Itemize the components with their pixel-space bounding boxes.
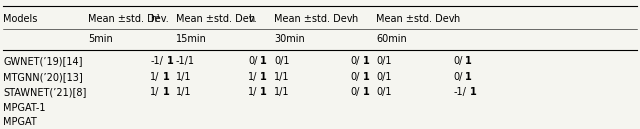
Text: 0/: 0/ — [453, 56, 463, 66]
Text: 1: 1 — [260, 56, 267, 66]
Text: 0/1: 0/1 — [376, 56, 392, 66]
Text: h¹: h¹ — [150, 14, 161, 24]
Text: 1: 1 — [260, 87, 267, 97]
Text: 0/: 0/ — [351, 72, 360, 82]
Text: Mean ±std. Dev.: Mean ±std. Dev. — [376, 14, 457, 24]
Text: 60min: 60min — [376, 34, 407, 44]
Text: Mean ±std. Dev.: Mean ±std. Dev. — [274, 14, 355, 24]
Text: 1: 1 — [363, 87, 369, 97]
Text: 1: 1 — [470, 87, 477, 97]
Text: 1/1: 1/1 — [274, 72, 289, 82]
Text: STAWNET(’21)[8]: STAWNET(’21)[8] — [3, 87, 86, 97]
Text: -1/: -1/ — [150, 56, 163, 66]
Text: 0/: 0/ — [248, 56, 258, 66]
Text: 1: 1 — [363, 72, 369, 82]
Text: Mean ±std. Dev.: Mean ±std. Dev. — [176, 14, 257, 24]
Text: 1/1: 1/1 — [176, 72, 191, 82]
Text: 1: 1 — [167, 56, 174, 66]
Text: 1/: 1/ — [150, 72, 160, 82]
Text: 1: 1 — [465, 56, 472, 66]
Text: 1/1: 1/1 — [176, 87, 191, 97]
Text: 5min: 5min — [88, 34, 113, 44]
Text: 0/1: 0/1 — [376, 72, 392, 82]
Text: h: h — [351, 14, 357, 24]
Text: -1/: -1/ — [453, 87, 466, 97]
Text: 1: 1 — [363, 56, 369, 66]
Text: -1/1: -1/1 — [176, 56, 195, 66]
Text: Mean ±std. Dev.: Mean ±std. Dev. — [88, 14, 169, 24]
Text: h: h — [248, 14, 255, 24]
Text: 1/1: 1/1 — [274, 87, 289, 97]
Text: 30min: 30min — [274, 34, 305, 44]
Text: 1: 1 — [465, 72, 472, 82]
Text: MPGAT: MPGAT — [3, 117, 37, 127]
Text: 1/: 1/ — [248, 72, 258, 82]
Text: MTGNN(’20)[13]: MTGNN(’20)[13] — [3, 72, 83, 82]
Text: 1: 1 — [163, 72, 169, 82]
Text: 0/: 0/ — [453, 72, 463, 82]
Text: 0/1: 0/1 — [376, 87, 392, 97]
Text: 0/1: 0/1 — [274, 56, 289, 66]
Text: 15min: 15min — [176, 34, 207, 44]
Text: 1/: 1/ — [150, 87, 160, 97]
Text: 1/: 1/ — [248, 87, 258, 97]
Text: Models: Models — [3, 14, 38, 24]
Text: 1: 1 — [163, 87, 169, 97]
Text: MPGAT-1: MPGAT-1 — [3, 103, 45, 113]
Text: 1: 1 — [260, 72, 267, 82]
Text: 0/: 0/ — [351, 56, 360, 66]
Text: h: h — [453, 14, 460, 24]
Text: GWNET(’19)[14]: GWNET(’19)[14] — [3, 56, 83, 66]
Text: 0/: 0/ — [351, 87, 360, 97]
